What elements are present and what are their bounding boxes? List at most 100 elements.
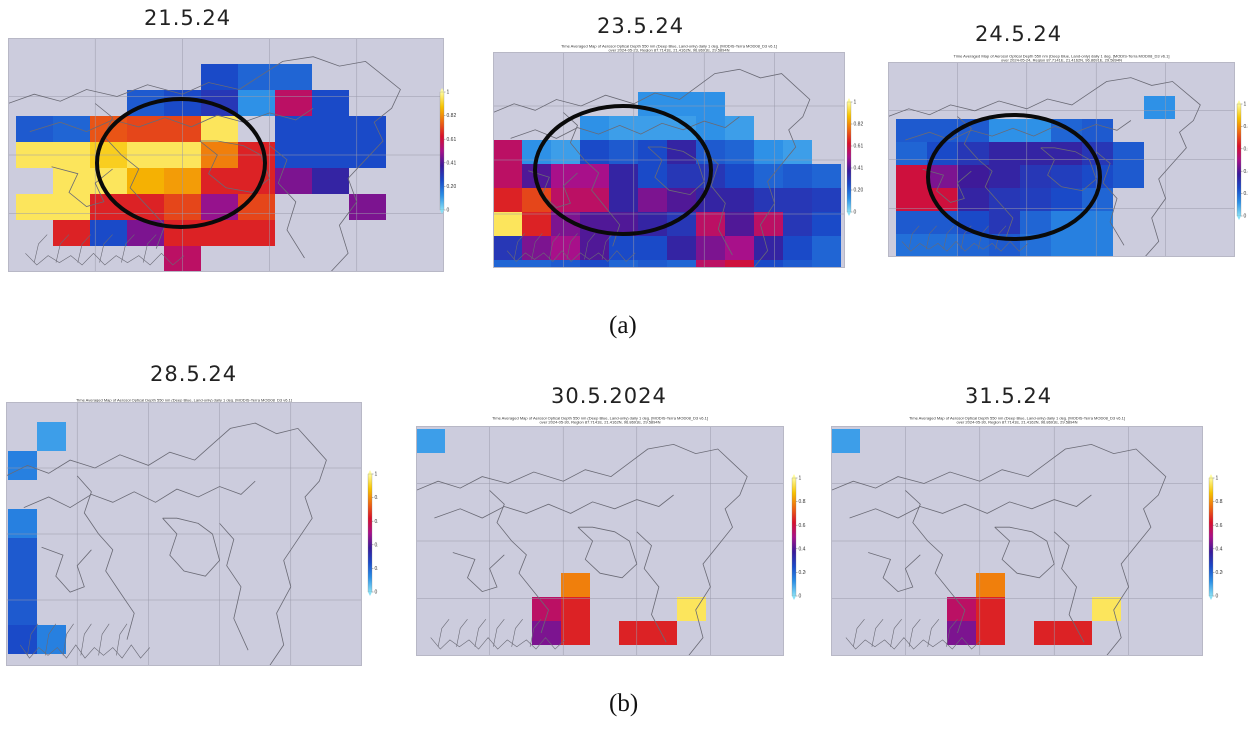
aod-cell [238, 220, 275, 246]
map-subtitle: over 2024-05-23, Region 87.7141E, 21.416… [609, 48, 730, 53]
aod-cell [754, 212, 783, 236]
map-frame [6, 402, 362, 666]
aod-cell [493, 188, 522, 212]
aod-cell [725, 164, 754, 188]
colorbar-top-arrow [847, 98, 851, 102]
coastline-outline [6, 422, 327, 666]
colorbar-tick-label: 0.413 [854, 166, 864, 172]
colorbar-tick-label: 0 [799, 594, 802, 600]
aod-cell [16, 194, 53, 220]
aod-cell [493, 260, 522, 268]
aod-cell [1051, 188, 1082, 211]
aod-map-panel: Time Averaged Map of Aerosol Optical Dep… [493, 44, 863, 268]
colorbar-tick-label: 0.206 [447, 184, 457, 190]
colorbar-ramp [439, 91, 445, 211]
aod-cell [551, 140, 580, 164]
aod-cell [725, 212, 754, 236]
aod-cell [927, 188, 958, 211]
aod-cell [1063, 621, 1092, 645]
aod-cell [989, 211, 1020, 234]
map-subtitle: over 2024-05-24, Region 87.7141E, 21.416… [1001, 58, 1122, 63]
colorbar-bottom-arrow [1237, 216, 1241, 220]
aod-cell [1020, 119, 1051, 142]
colorbar-tick-label: 0.619 [375, 519, 379, 525]
map-frame [493, 52, 845, 268]
aod-cell [238, 64, 275, 90]
colorbar-tick-label: 0.825 [799, 499, 807, 505]
aod-grid-cells [831, 429, 1121, 645]
colorbar-top-arrow [368, 470, 372, 474]
colorbar-tick-label: 1 [447, 90, 450, 96]
aod-cell [1020, 211, 1051, 234]
colorbar-tick-label: 1 [375, 472, 378, 478]
colorbar-tick-label: 0.619 [1244, 146, 1248, 152]
colorbar-tick-label: 0 [1216, 594, 1219, 600]
delta-coast [506, 233, 636, 262]
aod-cell [831, 429, 860, 453]
figure-caption-a: (a) [609, 312, 637, 339]
aod-cell [696, 236, 725, 260]
aod-cell [976, 597, 1005, 621]
colorbar-tick-label: 0.619 [799, 523, 807, 529]
aod-cell [522, 260, 551, 268]
lat-lon-grid [416, 426, 784, 656]
colorbar-top-arrow [1237, 100, 1241, 104]
aod-cell [493, 236, 522, 260]
highlight-ring [926, 113, 1102, 241]
aod-cell [8, 451, 37, 480]
coastline-outline [8, 56, 401, 272]
aod-cell [53, 116, 90, 142]
colorbar-tick-label: 0.825 [447, 113, 457, 119]
aod-cell [725, 140, 754, 164]
coastline-outline [493, 68, 811, 268]
colorbar-tick-label: 0.413 [799, 546, 807, 552]
aod-cell [416, 429, 445, 453]
aod-cell [1051, 234, 1082, 257]
aod-cell [16, 116, 53, 142]
aod-cell [638, 260, 667, 268]
aod-cell [275, 90, 312, 116]
aod-cell [1082, 119, 1113, 142]
aod-cell [927, 234, 958, 257]
aod-cell [896, 211, 927, 234]
aod-cell [561, 621, 590, 645]
aod-cell [532, 621, 561, 645]
colorbar-bottom-arrow [368, 592, 372, 596]
map-title: Time Averaged Map of Aerosol Optical Dep… [561, 44, 777, 49]
colorbar-tick-label: 0 [1244, 214, 1247, 220]
aod-cell [696, 260, 725, 268]
aod-cell [201, 64, 238, 90]
colorbar-tick-label: 0 [854, 210, 857, 216]
aod-cell [1020, 188, 1051, 211]
aod-cell [896, 188, 927, 211]
colorbar-ramp [1208, 477, 1214, 597]
colorbar-tick-label: 0.413 [375, 542, 379, 548]
colorbar-tick-label: 1 [854, 100, 857, 106]
aod-cell [989, 119, 1020, 142]
aod-colorbar: 1 0.825 0.619 0.413 0.206 0 [791, 474, 807, 600]
aod-cell [561, 597, 590, 621]
aod-cell [493, 140, 522, 164]
aod-cell [609, 164, 638, 188]
colorbar-tick-label: 0 [447, 208, 450, 214]
aod-cell [8, 538, 37, 567]
aod-cell [201, 194, 238, 220]
panel-date-label: 31.5.24 [965, 384, 1053, 408]
delta-coast [19, 623, 151, 659]
colorbar-tick-label: 1 [799, 476, 802, 482]
lat-lon-grid [6, 402, 362, 666]
aod-cell [667, 140, 696, 164]
colorbar-ramp [791, 477, 797, 597]
aod-cell [754, 236, 783, 260]
aod-cell [638, 236, 667, 260]
aod-map-panel: Time Averaged Map of Aerosol Optical Dep… [831, 416, 1223, 656]
aod-colorbar: 1 0.825 0.619 0.413 0.206 0 [846, 98, 864, 216]
colorbar-top-arrow [792, 474, 796, 478]
aod-cell [958, 165, 989, 188]
aod-colorbar: 1 0.825 0.619 0.413 0.206 0 [367, 470, 379, 596]
highlight-ring [533, 104, 713, 236]
colorbar-bottom-arrow [440, 210, 444, 214]
aod-cell [989, 142, 1020, 165]
aod-cell [754, 260, 783, 268]
aod-cell [667, 236, 696, 260]
